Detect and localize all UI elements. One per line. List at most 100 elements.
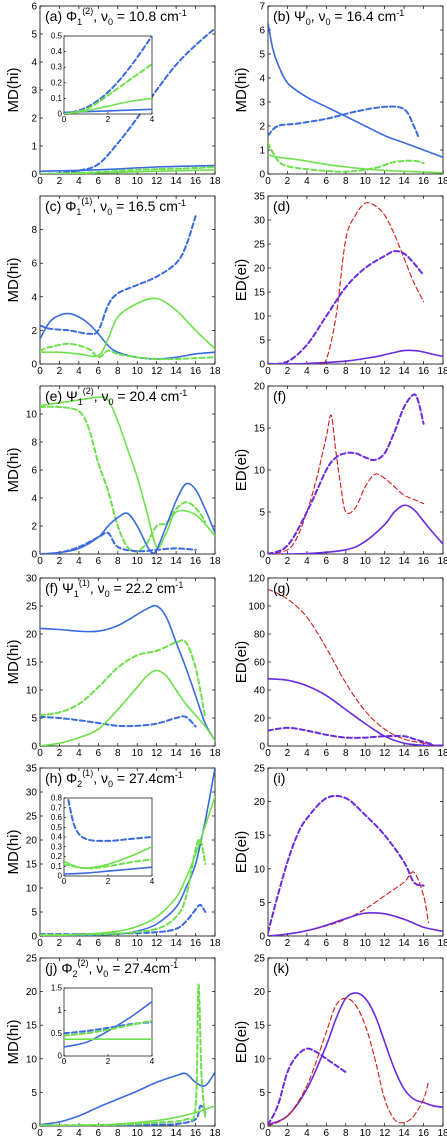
y-tick-label: 0 (259, 360, 265, 371)
x-tick-label: 8 (343, 176, 349, 187)
series-group (268, 202, 443, 364)
y-tick-label: 25 (254, 954, 266, 965)
y-tick-label: 20 (254, 987, 266, 998)
panel-label-text: (e) Ψ (45, 388, 78, 404)
x-tick-label: 10 (360, 176, 372, 187)
panel-label-text: , ν (93, 8, 108, 24)
y-tick-label: 20 (254, 264, 266, 275)
x-tick-label: 10 (132, 176, 144, 187)
panel-label-subscript: 0 (109, 397, 114, 407)
axes-frame (267, 195, 444, 365)
x-tick-label: 12 (151, 938, 163, 949)
inset-series-blue-solid-line (64, 866, 152, 875)
y-tick-label: 2 (259, 122, 265, 133)
x-tick-label: 10 (360, 1128, 372, 1139)
x-tick-label: 8 (343, 938, 349, 949)
inset-series-group (64, 36, 152, 114)
axes-frame (39, 195, 216, 365)
x-tick-label: 4 (76, 1128, 82, 1139)
inset-x-tick-label: 2 (106, 877, 111, 886)
x-tick-label: 8 (115, 366, 121, 377)
y-tick-label: 6 (31, 2, 37, 13)
x-tick-label: 12 (151, 748, 163, 759)
series-blue-solid-line (40, 164, 215, 172)
panel-label: (h) Φ2(1), ν0 = 27.4cm-1 (45, 768, 183, 789)
y-tick-label: 0 (31, 360, 37, 371)
axes-frame (267, 577, 444, 747)
x-tick-label: 18 (209, 556, 221, 567)
inset-y-tick-label: 0.5 (51, 32, 63, 41)
x-tick-label: 12 (151, 176, 163, 187)
x-tick-label: 8 (343, 366, 349, 377)
x-tick-label: 14 (399, 556, 411, 567)
panel-label-superscript: (1) (81, 196, 92, 206)
x-tick-label: 6 (324, 748, 330, 759)
y-tick-label: 80 (254, 630, 266, 641)
series-group (40, 983, 215, 1126)
x-tick-label: 16 (418, 1128, 430, 1139)
inset-y-tick-label: 0.4 (51, 833, 63, 842)
axes-frame (267, 385, 444, 555)
series-purple-solid-line (268, 911, 443, 936)
y-tick-label: 20 (26, 630, 38, 641)
x-tick-label: 10 (360, 938, 372, 949)
x-tick-label: 6 (324, 366, 330, 377)
panel-label-text: (f) Ψ (45, 580, 74, 596)
y-tick-label: 5 (259, 898, 265, 909)
series-green-dashed-line (268, 141, 425, 173)
x-tick-label: 2 (285, 366, 291, 377)
series-group (268, 22, 443, 174)
y-tick-label: 20 (254, 797, 266, 808)
x-tick-label: 2 (57, 1128, 63, 1139)
x-tick-label: 12 (379, 748, 391, 759)
panel-label: (f) Ψ1(1), ν0 = 22.2 cm-1 (45, 578, 183, 599)
panel-label-text: (j) Φ (45, 960, 73, 976)
x-tick-label: 14 (171, 176, 183, 187)
panel-label: (f) (273, 388, 286, 404)
x-tick-label: 16 (190, 556, 202, 567)
series-purple-dashed-line (268, 794, 425, 934)
inset-y-tick-label: 0.3 (51, 842, 63, 851)
x-tick-label: 10 (360, 748, 372, 759)
inset-y-tick-label: 0.3 (51, 63, 63, 72)
inset-series-group (64, 1000, 152, 1048)
y-tick-label: 10 (254, 466, 266, 477)
x-tick-label: 14 (171, 748, 183, 759)
inset-series-blue-dashed-line (64, 36, 152, 114)
inset-y-tick-label: 0 (58, 1052, 63, 1061)
panel-label-subscript: 2 (77, 779, 82, 789)
x-tick-label: 0 (265, 366, 271, 377)
panel-label-subscript: 0 (306, 17, 311, 27)
panel-label-text: (a) Φ (45, 8, 77, 24)
inset-series-blue-dashed-line (67, 799, 152, 842)
y-tick-label: 35 (254, 192, 266, 203)
x-tick-label: 16 (418, 366, 430, 377)
panel-label-superscript: (1) (82, 768, 93, 778)
y-axis-label: MD(hi) (5, 68, 22, 113)
panel-label-subscript: 0 (108, 779, 113, 789)
x-tick-label: 18 (437, 556, 447, 567)
panel-label-text: , ν (90, 580, 105, 596)
y-tick-label: 60 (254, 658, 266, 669)
inset-y-tick-label: 0.1 (51, 862, 63, 871)
series-group (40, 215, 215, 361)
x-tick-label: 6 (324, 556, 330, 567)
y-tick-label: 1 (259, 146, 265, 157)
x-tick-label: 16 (190, 938, 202, 949)
y-tick-label: 10 (26, 410, 38, 421)
axes-frame (267, 5, 444, 175)
panel-label-text: , ν (92, 198, 107, 214)
x-tick-label: 16 (190, 748, 202, 759)
x-tick-label: 14 (171, 938, 183, 949)
x-tick-label: 10 (132, 366, 144, 377)
y-tick-label: 5 (259, 50, 265, 61)
x-tick-label: 10 (132, 1128, 144, 1139)
inset-y-tick-label: 0.8 (51, 794, 63, 803)
x-tick-label: 4 (304, 938, 310, 949)
series-group (268, 588, 443, 746)
y-tick-label: 8 (31, 225, 37, 236)
y-tick-label: 1 (31, 142, 37, 153)
